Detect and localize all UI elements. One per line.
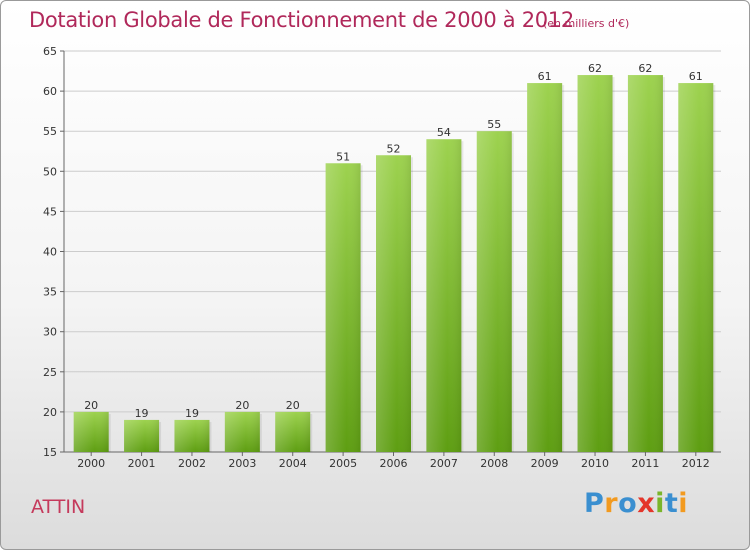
bar-value-label: 54 (437, 126, 451, 139)
logo-letter: P (584, 488, 605, 519)
y-axis-tick-labels: 15 20 25 30 35 40 45 50 55 60 65 (43, 45, 57, 459)
bar-highlight (627, 75, 663, 452)
bar-highlight (73, 411, 109, 452)
bar-value-label: 20 (84, 399, 98, 412)
x-tick-label: 2011 (631, 457, 659, 470)
bar-highlight (527, 83, 563, 452)
x-tick-label: 2000 (77, 457, 105, 470)
bar-value-label: 61 (689, 70, 703, 83)
y-tick-label: 60 (43, 85, 57, 98)
data-labels: 20 19 19 20 20 51 52 54 55 61 62 62 61 (84, 62, 703, 420)
proxiti-logo: Proxiti (584, 488, 688, 519)
bar-value-label: 61 (538, 70, 552, 83)
y-tick-label: 50 (43, 165, 57, 178)
bar-value-label: 62 (638, 62, 652, 75)
x-tick-label: 2006 (380, 457, 408, 470)
logo-letter: o (618, 488, 638, 519)
bar-highlight (678, 83, 714, 452)
commune-name: ATTIN (31, 496, 86, 518)
y-tick-label: 30 (43, 326, 57, 339)
bar-highlight (275, 411, 311, 452)
bar-value-label: 19 (135, 407, 149, 420)
x-tick-label: 2005 (329, 457, 357, 470)
x-tick-label: 2003 (228, 457, 256, 470)
bar-highlight (476, 131, 512, 452)
logo-letter: i (678, 488, 689, 519)
y-tick-label: 55 (43, 125, 57, 138)
bar-value-label: 62 (588, 62, 602, 75)
x-axis-tick-labels: 2000 2001 2002 2003 2004 2005 2006 2007 2008 2009… (77, 452, 710, 470)
x-tick-label: 2012 (682, 457, 710, 470)
x-tick-label: 2010 (581, 457, 609, 470)
logo-letter: x (637, 488, 656, 519)
bar-value-label: 20 (286, 399, 300, 412)
x-tick-label: 2009 (531, 457, 559, 470)
x-tick-label: 2007 (430, 457, 458, 470)
bars (73, 75, 716, 452)
x-tick-label: 2002 (178, 457, 206, 470)
y-tick-label: 20 (43, 406, 57, 419)
bar-highlight (376, 155, 411, 452)
bar-highlight (224, 411, 260, 452)
logo-letter: t (664, 488, 679, 519)
x-tick-label: 2001 (128, 457, 156, 470)
bar-highlight (426, 139, 462, 452)
bar-value-label: 20 (235, 399, 249, 412)
bar-value-label: 52 (387, 142, 401, 155)
chart-title: Dotation Globale de Fonctionnement de 20… (29, 8, 574, 32)
bar-value-label: 51 (336, 150, 350, 163)
logo-letter: i (655, 488, 665, 519)
bar-highlight (325, 163, 361, 452)
y-tick-label: 65 (43, 45, 57, 58)
chart-subtitle: (en milliers d'€) (543, 17, 630, 30)
bar-highlight (124, 419, 160, 452)
x-tick-label: 2008 (480, 457, 508, 470)
y-tick-label: 35 (43, 286, 57, 299)
bar-value-label: 19 (185, 407, 199, 420)
bar-value-label: 55 (487, 118, 501, 131)
y-tick-label: 40 (43, 246, 57, 259)
y-tick-label: 45 (43, 205, 57, 218)
bar-highlight (577, 75, 613, 452)
y-tick-label: 15 (43, 446, 57, 459)
x-tick-label: 2004 (279, 457, 307, 470)
y-tick-label: 25 (43, 366, 57, 379)
logo-letter: r (604, 488, 619, 519)
bar-highlight (174, 419, 210, 452)
